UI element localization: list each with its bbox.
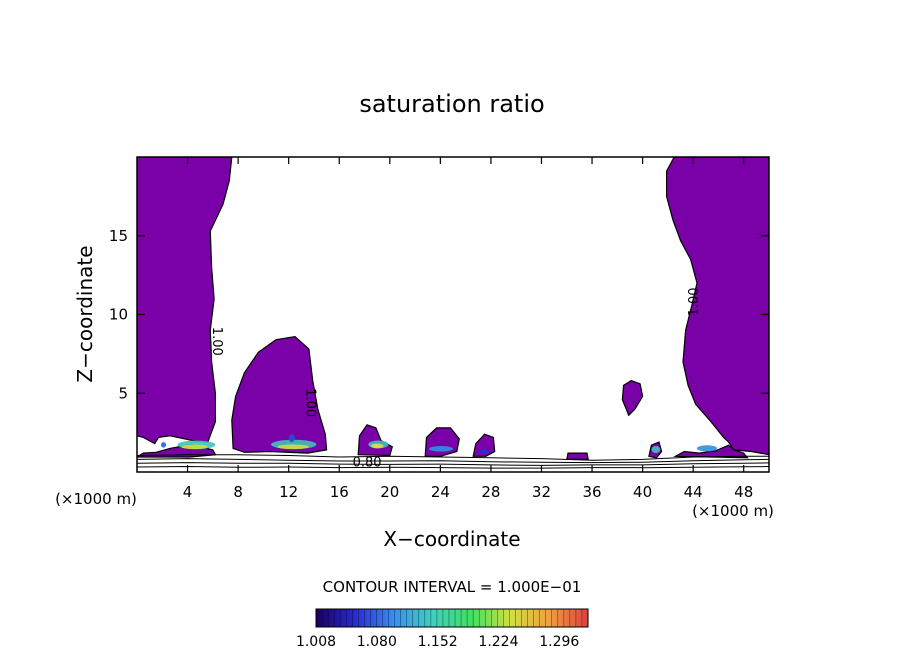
colorbar-gradient xyxy=(316,609,588,627)
highlight-patch-2 xyxy=(161,442,167,448)
region-blob-18 xyxy=(357,424,394,457)
highlight-patch-10 xyxy=(651,446,661,454)
saturation-regions xyxy=(137,157,769,460)
highlight-patch-1 xyxy=(181,444,208,450)
x-tick-label: 32 xyxy=(532,483,551,501)
colorbar-tick-label: 1.080 xyxy=(357,634,397,650)
contour-label-0: 1.00 xyxy=(209,327,224,356)
plot-area: 1.00 1.00 1.00 0.80 xyxy=(136,156,770,473)
x-tick-label: 28 xyxy=(481,483,500,501)
contour-lines xyxy=(137,454,769,469)
y-axis-ticks: 5 10 15 xyxy=(109,227,769,402)
x-tick-label: 40 xyxy=(633,483,652,501)
x-tick-label: 16 xyxy=(330,483,349,501)
colorbar-tick-labels: 1.008 1.080 1.152 1.224 1.296 xyxy=(296,634,579,650)
x-tick-label: 44 xyxy=(684,483,703,501)
contour-label-2: 1.00 xyxy=(687,287,702,316)
colorbar-tick-label: 1.008 xyxy=(296,634,336,650)
highlight-patch-5 xyxy=(288,434,295,443)
x-tick-label: 48 xyxy=(734,483,753,501)
contour-line-3 xyxy=(137,465,769,469)
x-tick-label: 4 xyxy=(183,483,193,501)
x-unit-left: (×1000 m) xyxy=(55,490,137,508)
x-unit-right: (×1000 m) xyxy=(692,502,774,520)
region-left-column xyxy=(137,157,233,445)
contour-label-3: 0.80 xyxy=(353,455,382,470)
x-tick-label: 20 xyxy=(380,483,399,501)
x-tick-label: 36 xyxy=(582,483,601,501)
highlight-patch-9 xyxy=(478,449,491,454)
highlight-patch-8 xyxy=(428,446,453,452)
contour-line-0 xyxy=(137,454,769,461)
y-tick-label: 5 xyxy=(118,384,128,402)
colorbar-tick-label: 1.296 xyxy=(539,634,579,650)
region-blob-24 xyxy=(424,427,460,457)
highlight-patch-11 xyxy=(696,445,718,452)
supersaturation-highlights xyxy=(161,434,718,454)
y-tick-label: 15 xyxy=(109,227,128,245)
contour-label-1: 1.00 xyxy=(302,388,317,417)
colorbar-tick-label: 1.152 xyxy=(418,634,458,650)
y-tick-label: 10 xyxy=(109,306,128,324)
y-axis-label: Z−coordinate xyxy=(73,245,97,382)
region-blob-39 xyxy=(621,379,644,417)
chart-title: saturation ratio xyxy=(359,90,544,118)
region-blob-35 xyxy=(566,452,589,460)
contour-interval-text: CONTOUR INTERVAL = 1.000E−01 xyxy=(323,578,582,596)
x-axis-label: X−coordinate xyxy=(383,527,520,551)
colorbar-frame xyxy=(315,608,589,628)
x-tick-label: 12 xyxy=(279,483,298,501)
contour-labels: 1.00 1.00 1.00 0.80 xyxy=(209,287,702,470)
contour-line-2 xyxy=(137,462,769,466)
highlight-patch-4 xyxy=(277,444,309,450)
colorbar: 1.008 1.080 1.152 1.224 1.296 xyxy=(296,608,589,650)
x-tick-label: 8 xyxy=(233,483,243,501)
contour-line-1 xyxy=(137,458,769,464)
x-axis-ticks: 4 8 12 16 20 24 28 32 36 40 44 48 xyxy=(183,157,753,501)
x-tick-label: 24 xyxy=(431,483,450,501)
colorbar-tick-label: 1.224 xyxy=(478,634,518,650)
highlight-patch-7 xyxy=(370,443,384,449)
region-right-column xyxy=(666,157,769,456)
region-central-blob xyxy=(231,335,328,454)
